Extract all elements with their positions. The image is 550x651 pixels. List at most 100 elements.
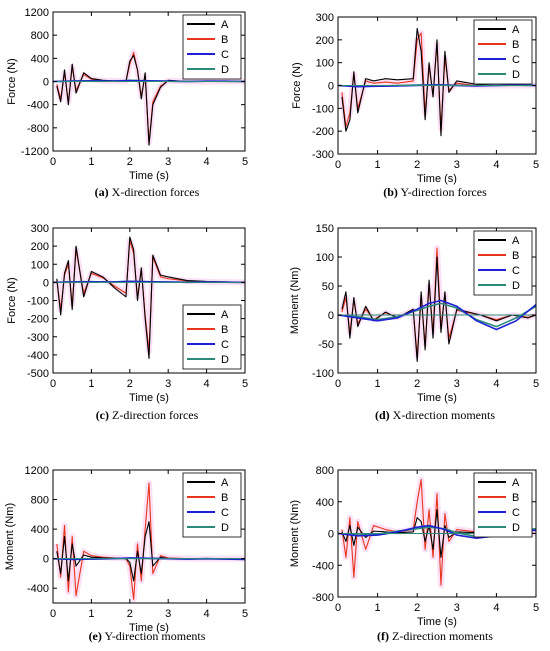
y-tick-label: 200 (31, 241, 49, 253)
x-tick-label: 0 (335, 159, 341, 171)
x-tick-label: 1 (88, 156, 94, 168)
x-tick-label: 3 (165, 156, 171, 168)
x-tick-label: 2 (127, 156, 133, 168)
y-tick-label: 150 (316, 223, 334, 235)
series-line-a (341, 509, 537, 558)
x-tick-label: 4 (493, 159, 499, 171)
series-line-d (337, 302, 537, 328)
legend-label-d: D (512, 280, 520, 292)
x-tick-label: 2 (127, 378, 133, 390)
y-tick-label: 1200 (25, 465, 49, 477)
y-axis-label: Moment (Nm) (4, 503, 16, 570)
x-tick-label: 1 (375, 378, 381, 390)
y-tick-label: 0 (43, 77, 49, 89)
x-axis-label: Time (s) (129, 622, 169, 634)
y-tick-label: 300 (316, 12, 334, 24)
legend-label-d: D (221, 354, 229, 366)
legend-label-a: A (512, 24, 520, 36)
y-axis-label: Moment (Nm) (289, 500, 301, 567)
y-tick-label: -400 (312, 560, 334, 572)
y-axis-label: Force (N) (291, 62, 303, 108)
y-tick-label: -800 (27, 123, 49, 135)
y-tick-label: 100 (31, 259, 49, 271)
caption-label: (f) (377, 629, 389, 643)
y-tick-label: -1200 (21, 146, 49, 158)
caption-text: Z-direction forces (109, 408, 199, 422)
legend-label-a: A (221, 19, 229, 31)
y-tick-label: -300 (27, 332, 49, 344)
x-tick-label: 1 (375, 602, 381, 614)
x-tick-label: 3 (454, 378, 460, 390)
chart-e: 0 1 2 3 4 5 -400 0 400 800 1200 Time (s) Moment (Nm)… (4, 465, 248, 643)
y-tick-label: -200 (27, 314, 49, 326)
y-tick-label: -100 (27, 296, 49, 308)
legend-label-c: C (221, 49, 229, 61)
legend-label-b: B (221, 324, 228, 336)
x-tick-label: 0 (335, 378, 341, 390)
y-tick-label: -400 (27, 350, 49, 362)
legend-label-b: B (512, 39, 519, 51)
y-tick-label: -100 (312, 368, 334, 380)
x-tick-label: 3 (454, 602, 460, 614)
y-tick-label: 800 (316, 465, 334, 477)
x-tick-label: 2 (414, 378, 420, 390)
y-tick-label: -300 (312, 149, 334, 161)
chart-b: 0 1 2 3 4 5 -300 -200 -100 0 100 200 300 Time (s) Forc… (291, 12, 539, 199)
y-tick-label: 200 (316, 35, 334, 47)
y-tick-label: 400 (316, 497, 334, 509)
legend-label-a: A (512, 477, 520, 489)
legend-label-d: D (512, 522, 520, 534)
y-tick-label: -800 (312, 592, 334, 604)
x-tick-label: 1 (88, 378, 94, 390)
x-tick-label: 3 (454, 159, 460, 171)
y-tick-label: -500 (27, 368, 49, 380)
y-tick-label: 0 (43, 277, 49, 289)
y-axis-label: Force (N) (6, 58, 18, 104)
legend-label-a: A (512, 235, 520, 247)
x-tick-label: 3 (165, 378, 171, 390)
legend-label-b: B (512, 250, 519, 262)
caption-label: (b) (383, 185, 398, 199)
y-tick-label: -400 (27, 100, 49, 112)
x-tick-label: 5 (242, 608, 248, 620)
legend-label-b: B (512, 492, 519, 504)
y-axis-label: Moment (Nm) (289, 267, 301, 334)
y-tick-label: 1200 (25, 7, 49, 19)
y-tick-label: 800 (31, 30, 49, 42)
y-tick-label: -200 (312, 126, 334, 138)
legend-label-b: B (221, 492, 228, 504)
y-tick-label: 0 (328, 81, 334, 93)
caption-text: X-direction forces (109, 185, 200, 199)
legend-label-c: C (512, 507, 520, 519)
x-tick-label: 5 (242, 378, 248, 390)
legend-label-c: C (221, 507, 229, 519)
chart-d: 0 1 2 3 4 5 -100 -50 0 50 100 150 Time (s) Moment (Nm… (289, 223, 539, 422)
caption-text: X-direction moments (390, 408, 496, 422)
series-line-a (56, 521, 245, 582)
caption-text: Y-direction forces (398, 185, 487, 199)
legend-label-b: B (221, 34, 228, 46)
panel-caption: (d) X-direction moments (375, 408, 495, 422)
x-tick-label: 0 (50, 378, 56, 390)
legend-label-d: D (221, 522, 229, 534)
y-tick-label: 400 (31, 53, 49, 65)
legend-label-c: C (512, 265, 520, 277)
legend-label-d: D (512, 69, 520, 81)
series-line-a (341, 27, 536, 137)
plot-frame (337, 227, 537, 374)
y-tick-label: -400 (27, 583, 49, 595)
x-tick-label: 0 (50, 608, 56, 620)
y-axis-label: Force (N) (6, 277, 18, 323)
x-axis-label: Time (s) (129, 170, 169, 182)
y-tick-label: -100 (312, 103, 334, 115)
x-tick-label: 4 (204, 156, 210, 168)
x-tick-label: 5 (533, 602, 539, 614)
x-tick-label: 3 (165, 608, 171, 620)
y-tick-label: 400 (31, 524, 49, 536)
